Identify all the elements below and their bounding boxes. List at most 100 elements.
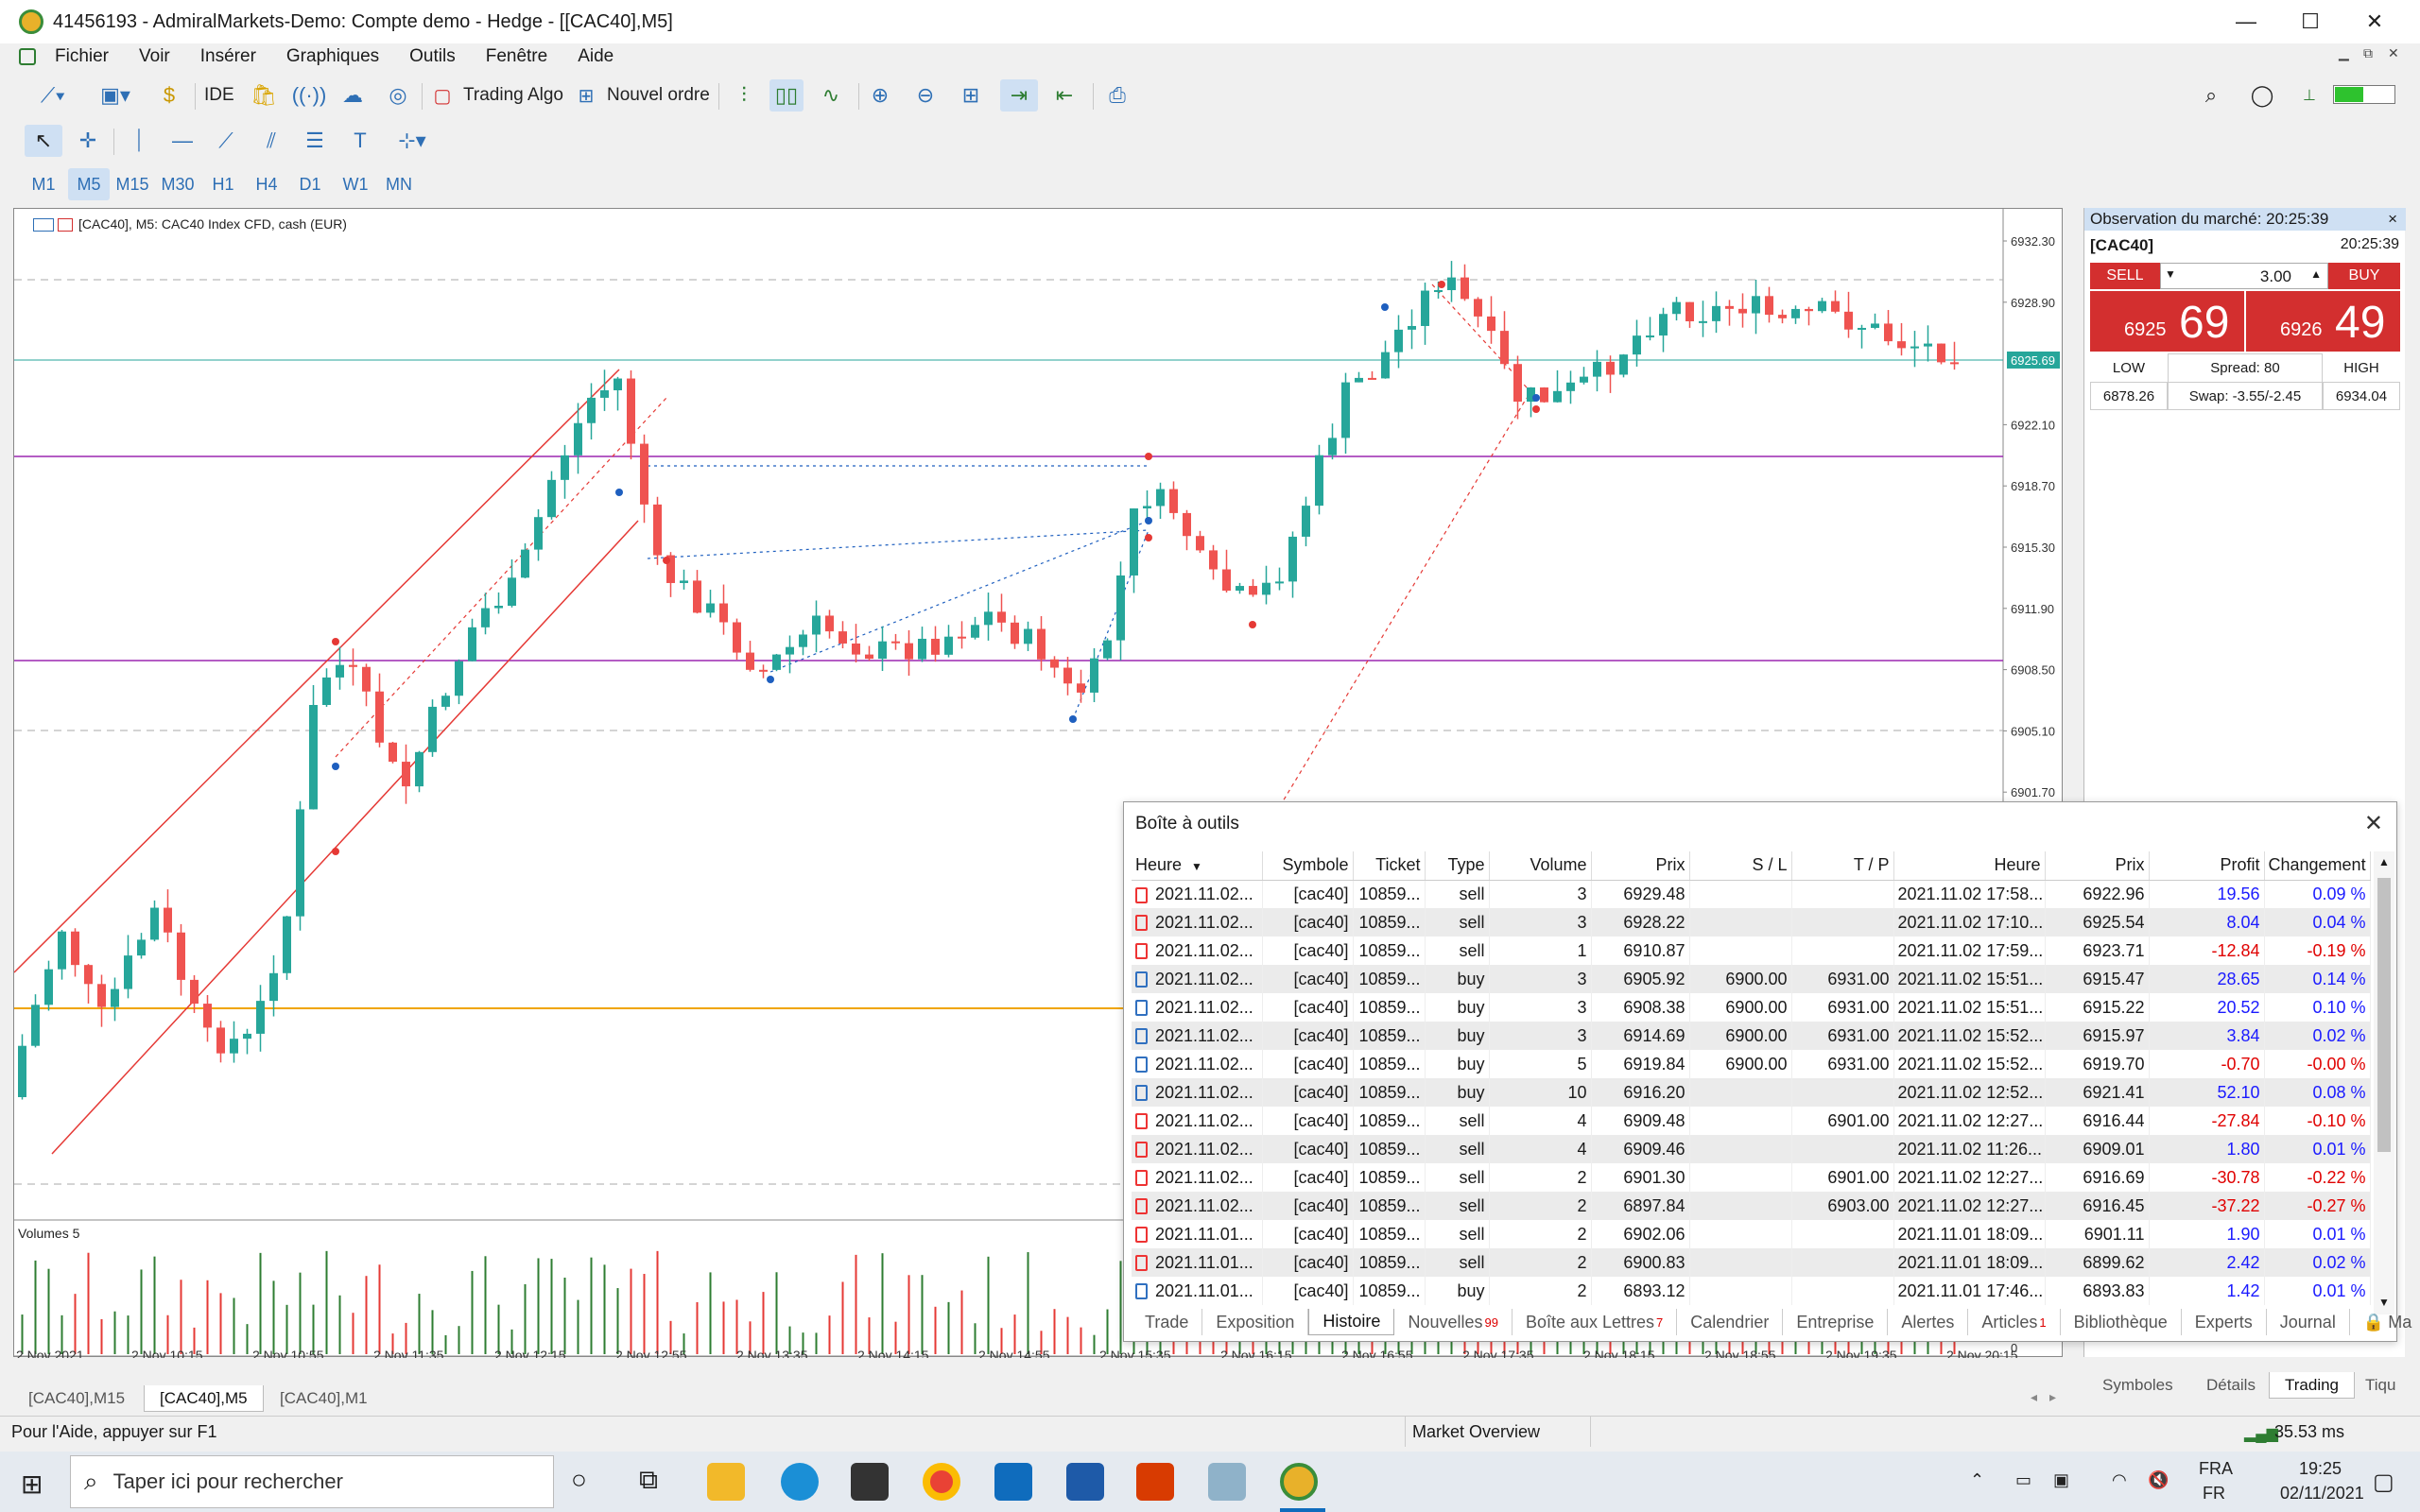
notification-icon[interactable]: ▢ [2373,1469,2394,1495]
mw-tab-details[interactable]: Détails [2206,1376,2256,1394]
taskbar-search-input[interactable]: ⌕ Taper ici pour rechercher [70,1455,554,1508]
wifi-icon[interactable]: ◠ [2112,1470,2127,1489]
zoom-in-icon[interactable]: ⊕ [871,83,890,107]
menu-voir[interactable]: Voir [139,46,170,66]
table-row[interactable]: 2021.11.01... [cac40] 10859... sell 2 6902.06… [1132,1220,2371,1248]
bar-chart-icon[interactable]: ⫶ [741,83,747,107]
trendline-icon[interactable]: ⟋ [218,129,233,152]
table-row[interactable]: 2021.11.01... [cac40] 10859... buy 2 6893.12 2… [1132,1277,2371,1305]
edge-icon[interactable] [781,1463,819,1501]
timeframe-w1[interactable]: W1 [342,174,369,194]
chart-tab-m1[interactable]: [CAC40],M1 [280,1389,368,1407]
history-scrollbar[interactable]: ▲ ▼ [2374,851,2394,1314]
menu-graphiques[interactable]: Graphiques [285,46,380,66]
timeframe-h1[interactable]: H1 [212,174,234,194]
tabs-scroll-right-icon[interactable]: ▸ [2049,1389,2057,1404]
table-row[interactable]: 2021.11.02... [cac40] 10859... sell 4 6909.46… [1132,1135,2371,1163]
menu-fenetre[interactable]: Fenêtre [485,46,548,66]
tray-monitor-icon[interactable]: ▣ [2053,1470,2070,1489]
metatrader-icon[interactable] [1280,1463,1318,1501]
tile-windows-icon[interactable]: ⊞ [961,83,980,107]
cortana-icon[interactable]: ○ [571,1465,587,1494]
algo-stop-icon[interactable]: ▢ [433,85,452,107]
horizontal-line-icon[interactable]: — [172,129,193,152]
vps-cloud-icon[interactable]: ☁ [342,83,363,107]
lot-size-input[interactable]: ▼ 3.00 ▲ [2160,263,2328,289]
mdi-close-icon[interactable]: ✕ [2388,45,2399,60]
toolbox-tab[interactable]: Alertes [1888,1309,1969,1335]
column-header[interactable]: Changement [2264,851,2371,881]
lang-code[interactable]: FRA [2199,1459,2233,1478]
chart-list-icon[interactable] [33,218,54,232]
store-icon[interactable] [851,1463,889,1501]
new-order-icon[interactable]: ⊞ [578,85,595,107]
lot-decrease-icon[interactable]: ▼ [2165,267,2176,281]
mw-tab-symboles[interactable]: Symboles [2102,1376,2173,1394]
mdi-minimize-icon[interactable]: ▁ [2339,45,2349,60]
menu-inserer[interactable]: Insérer [199,46,256,66]
algo-trading-button[interactable]: Trading Algo [463,85,563,105]
battery-icon[interactable]: ▭ [2015,1470,2032,1489]
minimize-button[interactable]: — [2236,9,2256,33]
channel-icon[interactable]: ⫽ [267,129,276,152]
table-row[interactable]: 2021.11.01... [cac40] 10859... sell 2 6900.83… [1132,1248,2371,1277]
toolbox-tab[interactable]: Trade [1132,1309,1203,1335]
close-button[interactable]: ✕ [2365,9,2384,33]
lang-layout[interactable]: FR [2203,1484,2225,1503]
clock-date[interactable]: 02/11/2021 [2280,1484,2364,1503]
timeframe-m30[interactable]: M30 [161,174,195,194]
signals-icon[interactable]: ((·)) [291,83,327,107]
lot-size-value[interactable]: 3.00 [2259,267,2291,285]
file-explorer-icon[interactable] [707,1463,745,1501]
lot-increase-icon[interactable]: ▲ [2310,267,2322,281]
column-header[interactable]: Prix [1591,851,1690,881]
table-row[interactable]: 2021.11.02... [cac40] 10859... sell 1 6910.87… [1132,936,2371,965]
windows-start-icon[interactable]: ⊞ [21,1469,43,1499]
community-icon[interactable]: ◎ [389,83,407,107]
toolbox-tab[interactable]: Journal [2267,1309,2350,1335]
crosshair-icon[interactable]: ✛ [78,129,97,152]
chart-tab-m5[interactable]: [CAC40],M5 [144,1385,264,1412]
fibonacci-icon[interactable]: ☰ [305,129,324,152]
scroll-down-icon[interactable]: ▼ [2378,1296,2390,1309]
account-icon[interactable]: ◯ [2250,83,2274,107]
column-header[interactable]: Ticket [1353,851,1426,881]
table-row[interactable]: 2021.11.02... [cac40] 10859... sell 2 6897.84… [1132,1192,2371,1220]
toolbox-tab[interactable]: Calendrier [1677,1309,1784,1335]
toolbox-tab[interactable]: Bibliothèque [2061,1309,2182,1335]
buy-button[interactable]: BUY [2328,263,2400,289]
vertical-line-icon[interactable]: ⏐ [132,129,146,152]
toolbox-tab[interactable]: 🔒 Ma [2350,1309,2420,1335]
ide-button[interactable]: IDE [204,85,234,105]
table-row[interactable]: 2021.11.02... [cac40] 10859... sell 3 6928.22… [1132,908,2371,936]
maximize-button[interactable]: ☐ [2301,9,2320,33]
table-row[interactable]: 2021.11.02... [cac40] 10859... sell 2 6901.30… [1132,1163,2371,1192]
sell-button[interactable]: SELL [2090,263,2160,289]
timeframe-h4[interactable]: H4 [255,174,278,194]
table-row[interactable]: 2021.11.02... [cac40] 10859... sell 4 6909.48… [1132,1107,2371,1135]
tray-chevron-icon[interactable]: ⌃ [1970,1470,1985,1489]
sell-price-button[interactable]: 6925 69 [2090,291,2244,352]
dell-icon[interactable] [1066,1463,1104,1501]
column-header[interactable]: Profit [2149,851,2265,881]
column-header[interactable]: Prix [2045,851,2150,881]
scroll-up-icon[interactable]: ▲ [2378,855,2390,868]
column-header[interactable]: Heure [1893,851,2046,881]
candlestick-chart-icon[interactable]: ▯▯ [769,79,804,112]
column-header[interactable]: S / L [1689,851,1792,881]
menu-aide[interactable]: Aide [578,46,614,66]
task-view-icon[interactable]: ⧉ [639,1465,658,1494]
table-row[interactable]: 2021.11.02... [cac40] 10859... buy 3 6905.92 6… [1132,965,2371,993]
algo-chart-icon[interactable] [58,218,73,232]
chart-tab-m15[interactable]: [CAC40],M15 [28,1389,126,1407]
timeframe-d1[interactable]: D1 [299,174,321,194]
sort-descending-icon[interactable]: ▼ [1191,860,1202,874]
toolbox-tab[interactable]: Entreprise [1783,1309,1889,1335]
toolbox-tab[interactable]: Nouvelles 99 [1394,1309,1512,1335]
clock-time[interactable]: 19:25 [2299,1459,2342,1478]
table-row[interactable]: 2021.11.02... [cac40] 10859... sell 3 6929.48… [1132,880,2371,908]
toolbox-close-icon[interactable]: ✕ [2363,811,2383,836]
chrome-icon[interactable] [923,1463,960,1501]
table-row[interactable]: 2021.11.02... [cac40] 10859... buy 10 6916.20… [1132,1078,2371,1107]
menu-outils[interactable]: Outils [409,46,456,66]
